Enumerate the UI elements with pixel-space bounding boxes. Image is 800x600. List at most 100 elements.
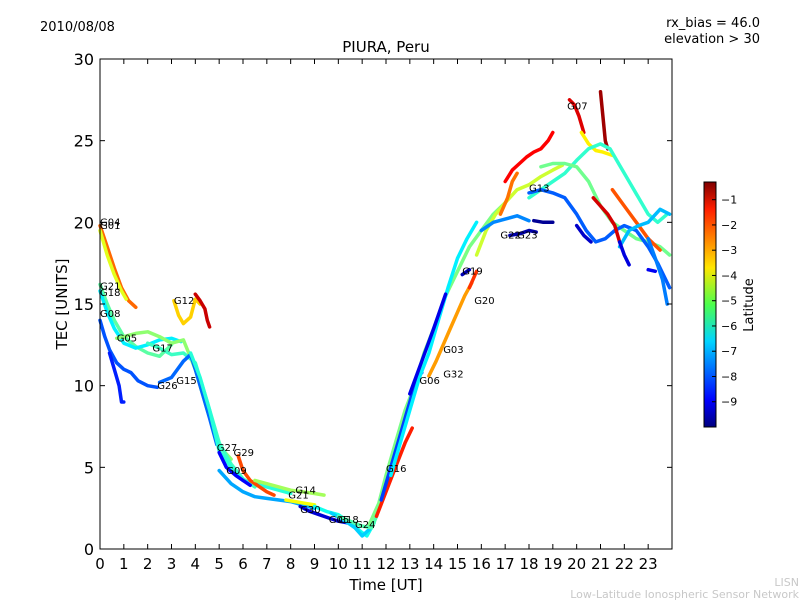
series-g09-12 xyxy=(217,450,252,488)
sat-label-19: G16 xyxy=(386,464,406,475)
sat-label-11: G29 xyxy=(234,448,254,459)
sat-label-18: G24 xyxy=(355,520,375,531)
series-g11-40 xyxy=(527,187,672,290)
x-tick-label-4: 4 xyxy=(191,555,201,573)
series-g20-26 xyxy=(467,269,479,290)
colorbar-tick-label-4: −4 xyxy=(721,269,737,282)
x-tick-label-3: 3 xyxy=(167,555,177,573)
sat-label-12: G09 xyxy=(226,466,246,477)
footer-org-long: Low-Latitude Ionospheric Sensor Network xyxy=(570,588,799,600)
series-g07-35 xyxy=(567,98,586,135)
sat-label-27: G23 xyxy=(517,231,537,242)
series-g32-25 xyxy=(427,281,474,378)
colorbar-tick-label-9: −9 xyxy=(721,396,737,409)
sat-label-0: G04 xyxy=(100,218,120,229)
x-tick-label-9: 9 xyxy=(310,555,320,573)
sat-label-6: G17 xyxy=(152,343,172,354)
colorbar-tick-label-7: −7 xyxy=(721,345,737,358)
x-tick-label-1: 1 xyxy=(119,555,129,573)
x-tick-label-10: 10 xyxy=(329,555,348,573)
series-g13b-30 xyxy=(503,130,555,184)
series-g01-1 xyxy=(98,228,128,301)
sat-label-5: G05 xyxy=(117,334,137,345)
series-g28-42 xyxy=(610,187,662,252)
sat-label-9: G12 xyxy=(174,296,194,307)
sat-label-2: G21 xyxy=(100,281,120,292)
y-tick-label-30: 30 xyxy=(74,50,94,69)
sat-label-15: G30 xyxy=(300,505,320,516)
y-tick-label-20: 20 xyxy=(74,213,94,232)
x-tick-label-23: 23 xyxy=(639,555,658,573)
x-tick-label-20: 20 xyxy=(567,555,586,573)
series-g10-38 xyxy=(527,142,669,225)
colorbar-label: Latitude xyxy=(742,278,757,332)
series-g03b-28 xyxy=(408,292,448,396)
x-tick-label-2: 2 xyxy=(143,555,153,573)
sat-label-16: G05 xyxy=(329,515,349,526)
series-g23c-34 xyxy=(498,171,519,216)
series-g22-31 xyxy=(479,214,531,233)
series-g11b-41 xyxy=(574,223,593,244)
y-axis-label: TEC [UNITS] xyxy=(53,259,71,351)
series-g12-9 xyxy=(172,297,202,326)
y-tick-label-0: 0 xyxy=(84,540,94,559)
series-g04-0 xyxy=(98,223,138,310)
colorbar-tick-label-8: −8 xyxy=(721,370,737,383)
footer-org-short: LISN xyxy=(774,576,799,589)
series-g07b-36 xyxy=(579,130,615,158)
colorbar-tick-label-6: −6 xyxy=(721,320,737,333)
series-g28c-44 xyxy=(646,267,658,274)
series-g28d-45 xyxy=(591,196,622,244)
x-tick-label-22: 22 xyxy=(615,555,634,573)
satellite-labels: G04G01G21G18G08G05G17G26G15G12G27G29G09G… xyxy=(100,102,588,531)
colorbar-tick-label-2: −2 xyxy=(721,219,737,232)
sat-label-7: G26 xyxy=(157,381,177,392)
data-marks xyxy=(98,89,672,538)
x-tick-label-13: 13 xyxy=(400,555,419,573)
x-tick-label-15: 15 xyxy=(448,555,467,573)
x-tick-label-7: 7 xyxy=(262,555,272,573)
sat-label-1: G01 xyxy=(100,221,120,232)
sat-label-22: G32 xyxy=(443,370,463,381)
x-tick-label-11: 11 xyxy=(353,555,372,573)
x-axis-ticks: 0 1 2 3 4 5 6 7 8 9 10 11 12 13 14 15 16 17 18 19 20 21 22 23 xyxy=(95,59,658,573)
series-g26-7 xyxy=(107,351,126,404)
y-tick-label-10: 10 xyxy=(74,377,94,396)
y-tick-label-15: 15 xyxy=(74,295,94,314)
series-g28b-43 xyxy=(617,207,672,249)
x-tick-label-8: 8 xyxy=(286,555,296,573)
series-g18-3 xyxy=(98,289,183,350)
sat-label-14: G21 xyxy=(288,490,308,501)
sat-label-25: G13 xyxy=(529,183,549,194)
series-g29-13 xyxy=(236,454,276,497)
series-g28e-46 xyxy=(617,240,631,267)
series-g30-17 xyxy=(298,504,350,525)
date-label: 2010/08/08 xyxy=(40,20,115,35)
x-tick-label-17: 17 xyxy=(496,555,515,573)
sat-label-26: G22 xyxy=(500,231,520,242)
colorbar xyxy=(703,181,717,428)
x-tick-label-19: 19 xyxy=(543,555,562,573)
colorbar-tick-label-3: −3 xyxy=(721,244,737,257)
y-tick-label-25: 25 xyxy=(74,132,94,151)
series-g24-20 xyxy=(336,514,379,530)
series-g27-11 xyxy=(188,351,293,496)
sat-label-23: G20 xyxy=(474,296,494,307)
sat-label-17: G18 xyxy=(338,515,358,526)
sat-label-20: G06 xyxy=(419,376,439,387)
x-tick-label-12: 12 xyxy=(376,555,395,573)
x-tick-label-14: 14 xyxy=(424,555,443,573)
series-g21-2 xyxy=(98,282,174,359)
series-g14-15 xyxy=(253,478,326,497)
sat-label-4: G08 xyxy=(100,309,120,320)
series-g19-27 xyxy=(460,267,472,277)
y-axis-ticks: 0 5 10 15 20 25 30 xyxy=(74,50,672,559)
series-g03-24 xyxy=(389,220,479,478)
sat-label-8: G15 xyxy=(176,376,196,387)
x-tick-label-16: 16 xyxy=(472,555,491,573)
series-g07c-37 xyxy=(598,89,610,151)
x-tick-label-21: 21 xyxy=(591,555,610,573)
series-g08-4 xyxy=(98,318,159,390)
x-tick-label-0: 0 xyxy=(95,555,105,573)
